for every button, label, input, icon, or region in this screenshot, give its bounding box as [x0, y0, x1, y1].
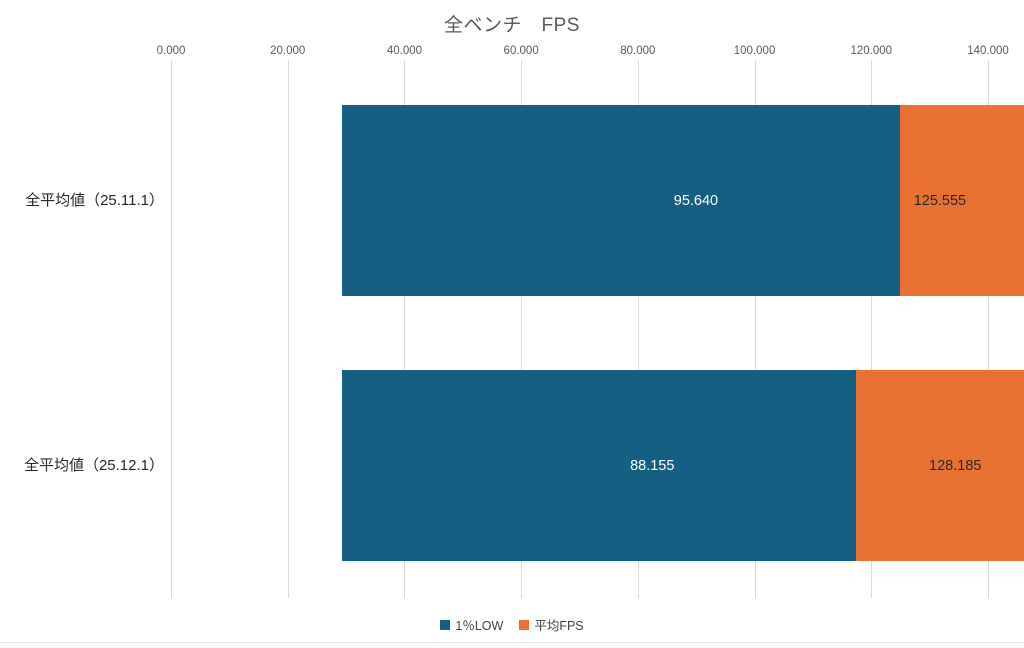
x-axis-tick-mark [287, 60, 289, 68]
x-axis-tick-label: 100.000 [733, 45, 776, 57]
x-axis-tick-label: 120.000 [850, 45, 893, 57]
plot-area [171, 68, 1024, 598]
data-label-1pct-low: 88.155 [630, 457, 675, 474]
x-axis-tick-label: 40.000 [386, 45, 423, 57]
x-axis-tick-label: 140.000 [967, 45, 1009, 57]
x-axis-tick-mark [404, 60, 406, 68]
x-axis-tick-mark [521, 60, 523, 68]
chart-bottom-border [0, 642, 1024, 643]
gridline [754, 68, 756, 598]
legend-item-avg-fps: 平均FPS [519, 615, 584, 634]
x-axis-tick-mark [171, 60, 172, 68]
legend-label-avg-fps: 平均FPS [534, 619, 584, 633]
data-label-1pct-low: 95.640 [673, 192, 719, 209]
x-axis-tick-mark [988, 60, 989, 68]
bar-1pct-low [342, 370, 857, 561]
gridline [521, 68, 523, 598]
bar-1pct-low [342, 105, 901, 296]
legend-swatch-1pct-low [440, 619, 451, 630]
x-axis-tick-label: 60.000 [503, 45, 539, 57]
gridline [871, 68, 873, 598]
category-label: 全平均値（25.11.1） [25, 191, 164, 209]
legend-label-1pct-low: 1％LOW [455, 619, 504, 633]
chart-title: 全ベンチ FPS [444, 15, 580, 36]
gridline [171, 68, 172, 598]
x-axis-tick-label: 0.000 [156, 45, 186, 57]
gridline [988, 68, 989, 598]
gridline [637, 68, 639, 598]
data-label-avg-fps: 125.555 [913, 192, 967, 209]
gridline [404, 68, 406, 598]
x-axis-tick-label: 20.000 [270, 45, 306, 57]
gridline [287, 68, 289, 598]
x-axis-tick-mark [871, 60, 873, 68]
data-label-avg-fps: 128.185 [929, 457, 982, 474]
legend-swatch-avg-fps [519, 619, 530, 630]
legend: 1％LOW 平均FPS [0, 615, 1024, 634]
x-axis-tick-mark [754, 60, 756, 68]
category-label: 全平均値（25.12.1） [23, 456, 164, 474]
x-axis-tick-label: 80.000 [620, 45, 656, 57]
legend-item-1pct-low: 1％LOW [440, 615, 503, 634]
x-axis-tick-mark [637, 60, 639, 68]
